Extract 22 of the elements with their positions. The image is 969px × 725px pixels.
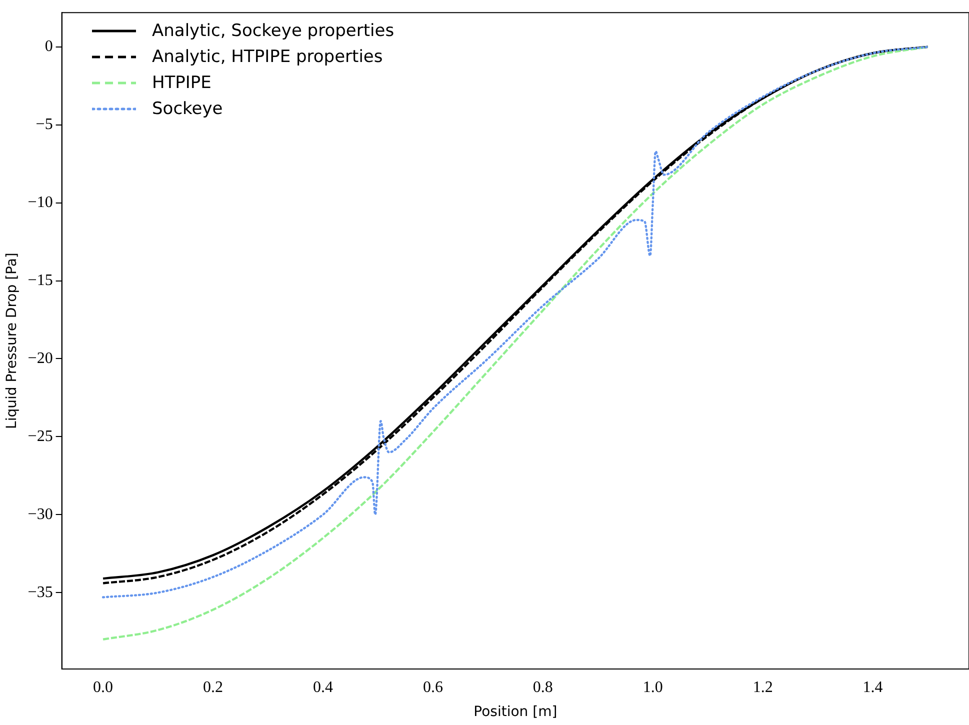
y-tick-label: −35	[28, 584, 53, 601]
x-tick-label: 1.0	[642, 678, 663, 696]
x-tick-label: 1.2	[752, 678, 773, 696]
y-tick-label: −25	[28, 428, 53, 445]
legend-label: Sockeye	[152, 99, 223, 119]
y-axis-title: Liquid Pressure Drop [Pa]	[4, 252, 20, 429]
legend-label: HTPIPE	[152, 73, 212, 93]
legend-label: Analytic, HTPIPE properties	[152, 47, 383, 67]
x-tick-label: 0.0	[93, 678, 114, 696]
legend-label: Analytic, Sockeye properties	[152, 21, 394, 41]
x-tick-label: 0.2	[203, 678, 224, 696]
x-tick-label: 0.8	[532, 678, 553, 696]
x-axis-title: Position [m]	[474, 704, 558, 720]
x-tick-label: 0.6	[422, 678, 443, 696]
y-tick-label: 0	[44, 38, 53, 56]
y-tick-label: −20	[28, 350, 53, 367]
y-tick-label: −5	[36, 116, 53, 134]
x-tick-label: 0.4	[312, 678, 333, 696]
y-tick-label: −30	[28, 506, 53, 523]
x-tick-label: 1.4	[862, 678, 883, 696]
y-tick-label: −10	[28, 194, 53, 212]
y-tick-label: −15	[28, 272, 53, 289]
